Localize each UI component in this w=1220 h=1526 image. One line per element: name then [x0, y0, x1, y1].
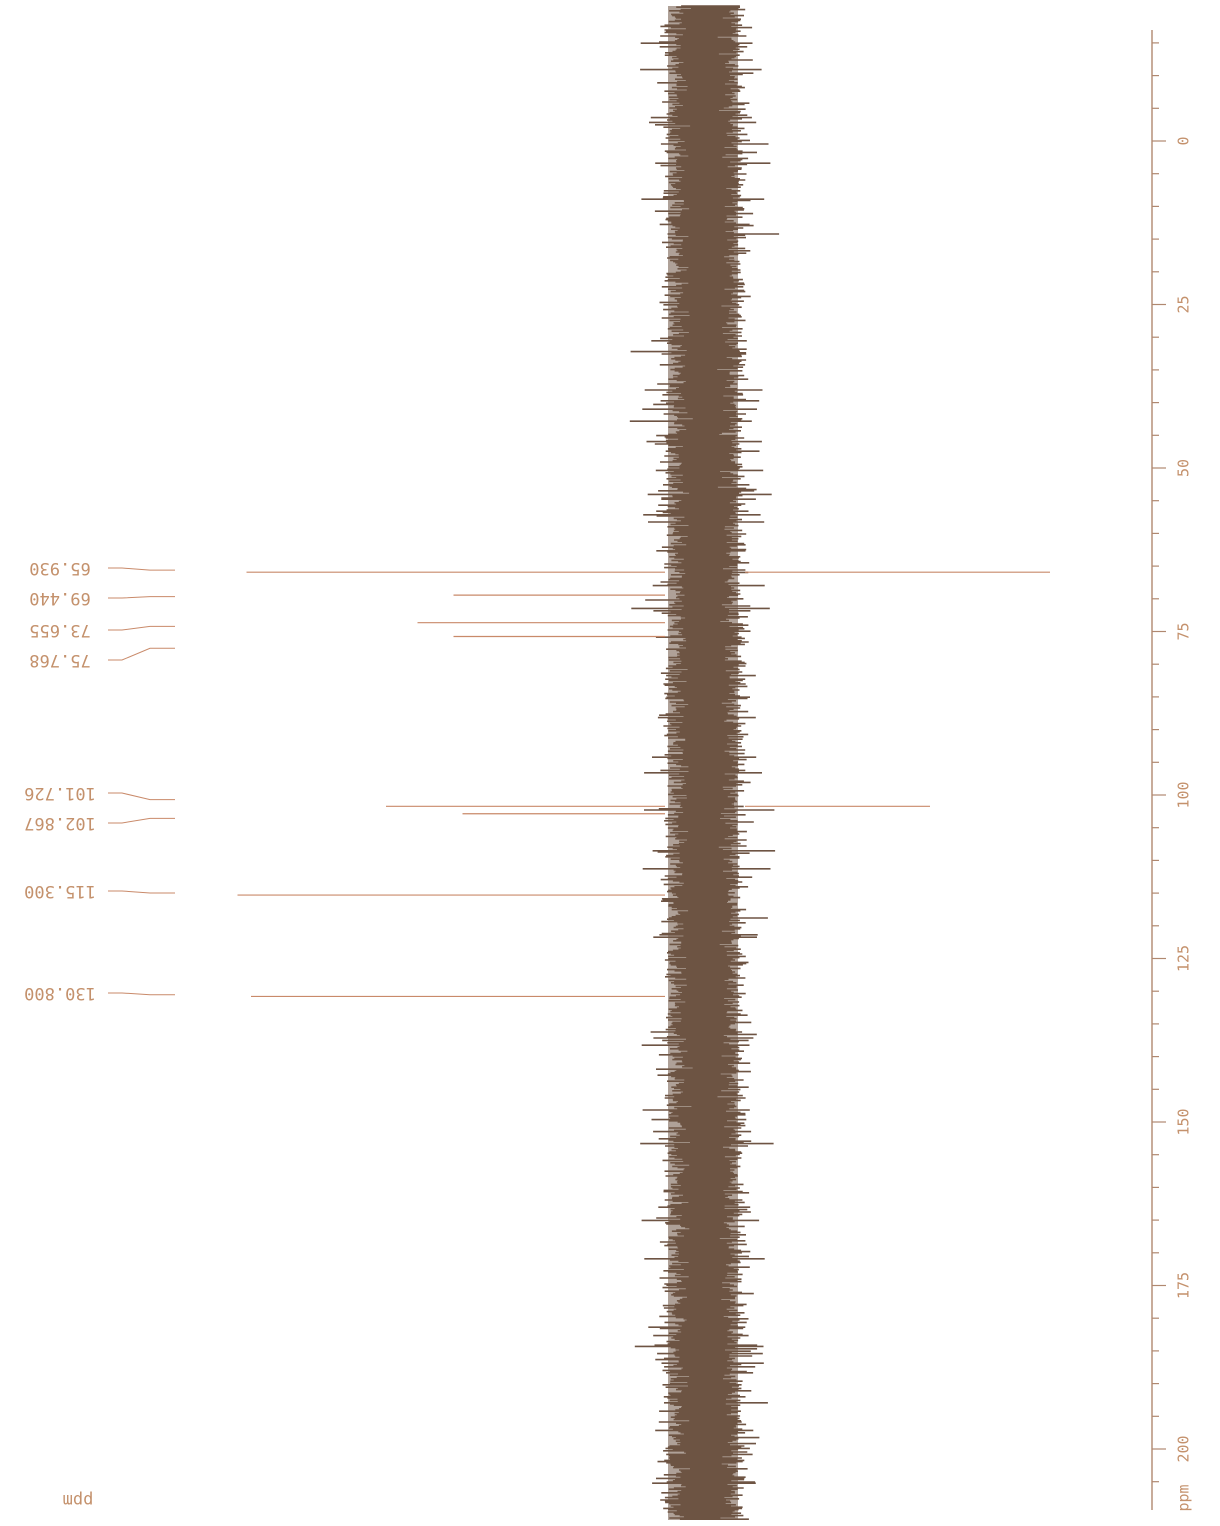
axis-tick-label-0: 0	[1175, 136, 1193, 145]
ppm-axis: 0 25 50 75 100 125 150 175 200 ppm	[1151, 30, 1193, 1512]
axis-tick-label-75: 75	[1175, 622, 1193, 640]
peak-lines	[237, 571, 1050, 998]
noise-core	[668, 6, 738, 1520]
peak-label-leader-8	[108, 992, 175, 996]
axis-tick-label-125: 125	[1175, 945, 1193, 972]
axis-tick-label-25: 25	[1175, 295, 1193, 313]
peak-labels: 65.930 69.440 73.655 75.768 101.726 102.867 11…	[24, 558, 175, 1003]
peak-label-1: 65.930	[29, 558, 90, 578]
corner-unit: ppm	[63, 1490, 94, 1510]
peak-label-3: 73.655	[29, 620, 90, 640]
axis-tick-label-100: 100	[1175, 781, 1193, 808]
peak-label-leader-2	[108, 596, 175, 599]
axis-unit-label: ppm	[1175, 1484, 1193, 1511]
axis-tick-label-175: 175	[1175, 1272, 1193, 1299]
peak-label-7: 115.300	[24, 881, 96, 901]
peak-label-6: 102.867	[24, 813, 96, 833]
peak-label-4: 75.768	[29, 650, 90, 670]
axis-tick-label-150: 150	[1175, 1108, 1193, 1135]
peak-label-leader-7	[108, 890, 175, 894]
corner-unit-label: ppm	[63, 1490, 94, 1510]
axis-tick-label-200: 200	[1175, 1435, 1193, 1462]
peak-label-8: 130.800	[24, 983, 96, 1003]
axis-tick-label-50: 50	[1175, 459, 1193, 477]
peak-label-2: 69.440	[29, 588, 90, 608]
peak-label-leader-3	[108, 625, 175, 631]
peak-label-leader-1	[108, 567, 175, 571]
peak-label-5: 101.726	[24, 783, 96, 803]
peak-label-leader-5	[108, 792, 175, 801]
peak-label-leader-6	[108, 817, 175, 824]
peak-label-leader-4	[108, 647, 175, 661]
baseline-noise-band	[629, 5, 780, 1520]
